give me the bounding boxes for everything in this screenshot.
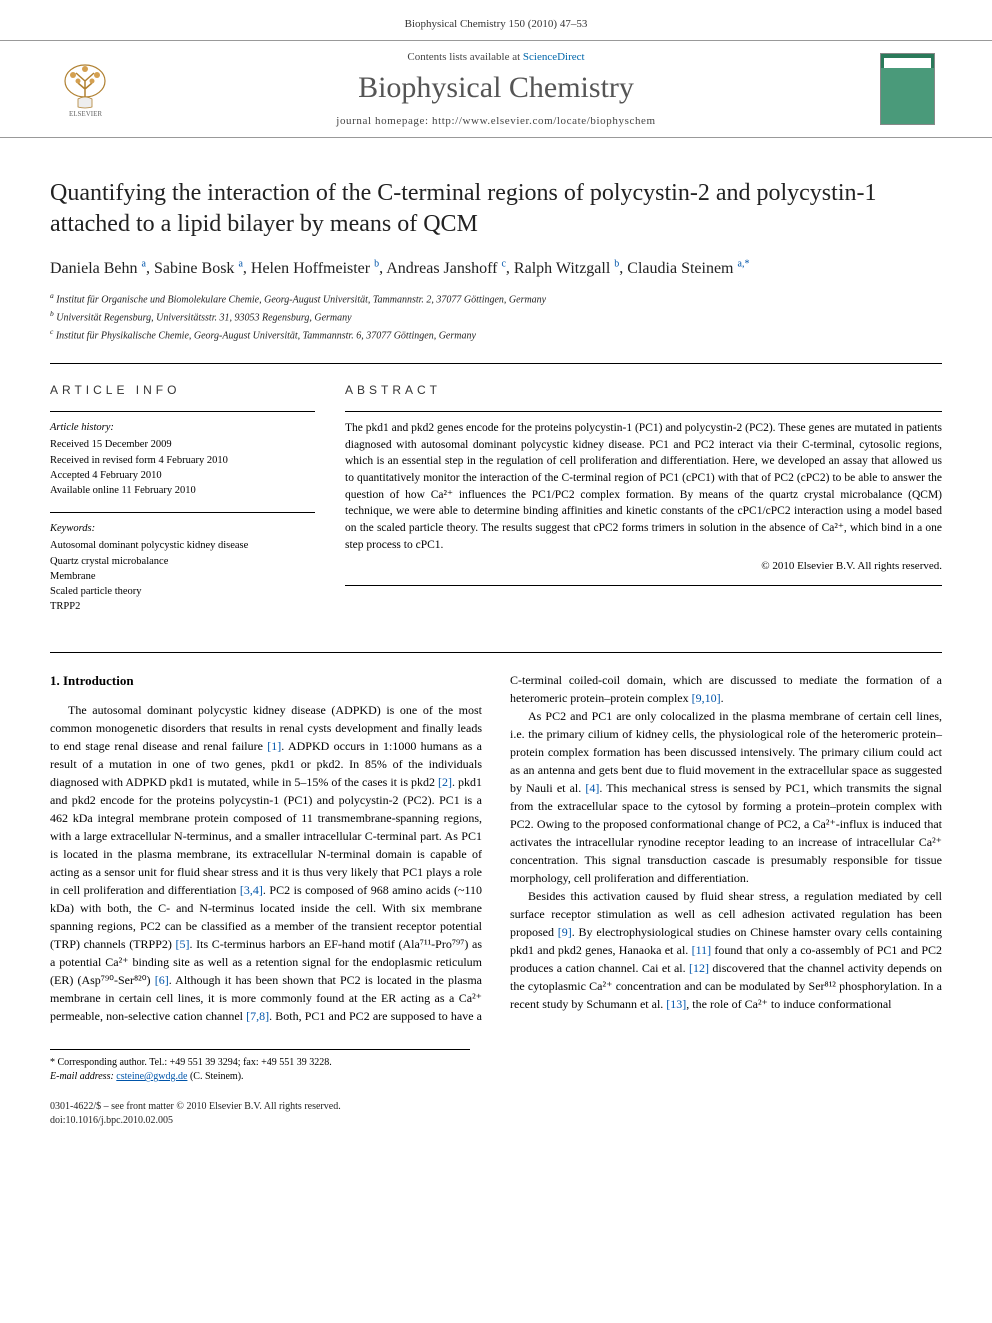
corresponding-author-footnote: * Corresponding author. Tel.: +49 551 39…: [50, 1049, 470, 1084]
citation-link[interactable]: [1]: [267, 739, 281, 753]
citation-link[interactable]: [13]: [666, 997, 686, 1011]
citation-link[interactable]: [7,8]: [246, 1009, 269, 1023]
article-info-heading: ARTICLE INFO: [50, 382, 315, 399]
affiliation-a: a Institut für Organische und Biomolekul…: [50, 290, 942, 307]
history-line: Received in revised form 4 February 2010: [50, 453, 315, 468]
keyword: TRPP2: [50, 599, 315, 614]
citation-link[interactable]: [11]: [692, 943, 712, 957]
body-paragraph: Besides this activation caused by fluid …: [510, 887, 942, 1013]
keyword: Scaled particle theory: [50, 584, 315, 599]
elsevier-tree-logo-icon: ELSEVIER: [58, 59, 113, 119]
section-1-heading: 1. Introduction: [50, 671, 482, 691]
page-footer: 0301-4622/$ – see front matter © 2010 El…: [0, 1084, 992, 1158]
footer-doi: doi:10.1016/j.bpc.2010.02.005: [50, 1114, 942, 1128]
journal-title: Biophysical Chemistry: [120, 71, 872, 105]
svg-text:ELSEVIER: ELSEVIER: [68, 110, 101, 118]
affiliation-c: c Institut für Physikalische Chemie, Geo…: [50, 326, 942, 343]
citation-link[interactable]: [2]: [438, 775, 452, 789]
abstract-column: ABSTRACT The pkd1 and pkd2 genes encode …: [345, 382, 942, 629]
abstract-heading: ABSTRACT: [345, 382, 942, 399]
author: Andreas Janshoff c: [386, 260, 506, 277]
corr-email-line: E-mail address: csteine@gwdg.de (C. Stei…: [50, 1070, 470, 1084]
keyword: Quartz crystal microbalance: [50, 554, 315, 569]
citation-link[interactable]: [9,10]: [692, 691, 721, 705]
author: Daniela Behn a: [50, 260, 146, 277]
corr-author-line: * Corresponding author. Tel.: +49 551 39…: [50, 1056, 470, 1070]
article-history-block: Article history: Received 15 December 20…: [50, 420, 315, 498]
keywords-block: Keywords: Autosomal dominant polycystic …: [50, 521, 315, 614]
info-abstract-row: ARTICLE INFO Article history: Received 1…: [0, 364, 992, 653]
history-line: Received 15 December 2009: [50, 437, 315, 452]
author: Claudia Steinem a,*: [627, 260, 749, 277]
journal-banner: ELSEVIER Contents lists available at Sci…: [0, 40, 992, 138]
homepage-url[interactable]: http://www.elsevier.com/locate/biophysch…: [432, 115, 656, 127]
citation-link[interactable]: [9]: [558, 925, 572, 939]
citation-link[interactable]: [6]: [155, 973, 169, 987]
article-info-column: ARTICLE INFO Article history: Received 1…: [50, 382, 315, 629]
citation-link[interactable]: [5]: [176, 937, 190, 951]
keywords-subhead: Keywords:: [50, 521, 315, 536]
history-line: Available online 11 February 2010: [50, 483, 315, 498]
email-link[interactable]: csteine@gwdg.de: [116, 1071, 187, 1082]
keyword: Membrane: [50, 569, 315, 584]
contents-available-line: Contents lists available at ScienceDirec…: [120, 51, 872, 63]
journal-cover-wrap: [872, 53, 942, 125]
author: Helen Hoffmeister b: [251, 260, 379, 277]
body-two-column: 1. Introduction The autosomal dominant p…: [0, 653, 992, 1025]
history-line: Accepted 4 February 2010: [50, 468, 315, 483]
article-title: Quantifying the interaction of the C-ter…: [0, 138, 992, 258]
affiliation-b: b Universität Regensburg, Universitätsst…: [50, 308, 942, 325]
author: Ralph Witzgall b: [514, 260, 619, 277]
body-paragraph: As PC2 and PC1 are only colocalized in t…: [510, 707, 942, 887]
contents-prefix: Contents lists available at: [407, 51, 522, 63]
journal-cover-thumbnail-icon: [880, 53, 935, 125]
citation-link[interactable]: [4]: [585, 781, 599, 795]
author-list: Daniela Behn a, Sabine Bosk a, Helen Hof…: [0, 258, 992, 289]
footer-copyright: 0301-4622/$ – see front matter © 2010 El…: [50, 1100, 942, 1114]
abstract-text: The pkd1 and pkd2 genes encode for the p…: [345, 420, 942, 553]
citation-link[interactable]: [3,4]: [240, 883, 263, 897]
journal-homepage-line: journal homepage: http://www.elsevier.co…: [120, 115, 872, 127]
history-subhead: Article history:: [50, 420, 315, 435]
abstract-copyright: © 2010 Elsevier B.V. All rights reserved…: [345, 559, 942, 575]
running-header: Biophysical Chemistry 150 (2010) 47–53: [0, 0, 992, 40]
keyword: Autosomal dominant polycystic kidney dis…: [50, 538, 315, 553]
publisher-logo-wrap: ELSEVIER: [50, 59, 120, 119]
homepage-prefix: journal homepage:: [336, 115, 432, 127]
sciencedirect-link[interactable]: ScienceDirect: [523, 51, 585, 63]
affiliation-list: a Institut für Organische und Biomolekul…: [0, 290, 992, 363]
citation-link[interactable]: [12]: [689, 961, 709, 975]
author: Sabine Bosk a: [154, 260, 243, 277]
banner-center: Contents lists available at ScienceDirec…: [120, 51, 872, 127]
